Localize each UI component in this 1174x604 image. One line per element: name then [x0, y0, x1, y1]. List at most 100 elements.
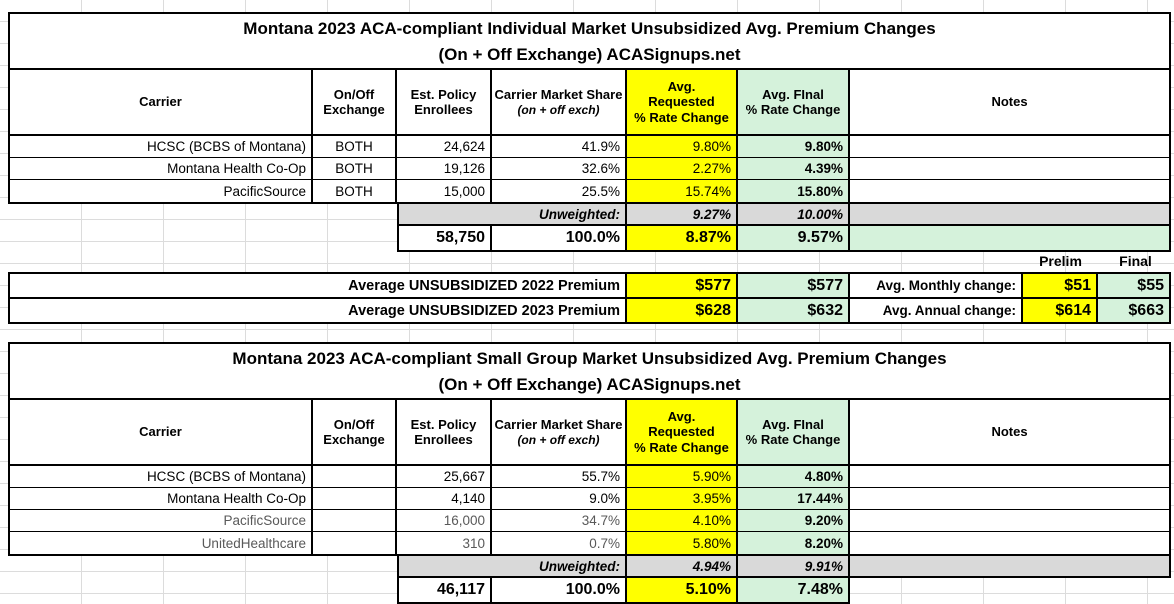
cell-requested: 2.27% [627, 158, 738, 179]
cell-enrollees: 15,000 [397, 180, 492, 202]
cell-final: 9.80% [738, 136, 850, 157]
title-line-1: Montana 2023 ACA-compliant Individual Ma… [243, 19, 936, 38]
cell-share: 9.0% [492, 488, 627, 509]
cell-enrollees: 24,624 [397, 136, 492, 157]
header-market-share: Carrier Market Share (on + off exch) [492, 70, 627, 134]
cell-enrollees: 4,140 [397, 488, 492, 509]
header-market-share: Carrier Market Share (on + off exch) [492, 400, 627, 464]
cell-final: 9.20% [738, 510, 850, 531]
premium-2022-label: Average UNSUBSIDIZED 2022 Premium [10, 274, 627, 297]
title-line-2: (On + Off Exchange) ACASignups.net [438, 45, 741, 64]
unweighted-final: 10.00% [738, 204, 850, 224]
cell-share: 32.6% [492, 158, 627, 179]
cell-requested: 9.80% [627, 136, 738, 157]
total-final: 9.57% [738, 226, 850, 250]
small-group-total-row: 46,117 100.0% 5.10% 7.48% [397, 576, 850, 604]
monthly-change-final: $55 [1098, 274, 1169, 297]
cell-final: 17.44% [738, 488, 850, 509]
unweighted-label: Unweighted: [399, 556, 627, 576]
individual-header-row: Carrier On/Off Exchange Est. Policy Enro… [10, 70, 1169, 136]
table-row: Montana Health Co-Op BOTH 19,126 32.6% 2… [10, 158, 1169, 180]
individual-unweighted-row: Unweighted: 9.27% 10.00% [397, 202, 1171, 226]
cell-requested: 5.80% [627, 532, 738, 554]
total-enrollees: 58,750 [399, 226, 492, 250]
prelim-column-header: Prelim [1039, 253, 1082, 269]
cell-notes [850, 180, 1169, 202]
cell-share: 0.7% [492, 532, 627, 554]
header-carrier: Carrier [10, 400, 313, 464]
cell-notes [850, 136, 1169, 157]
total-enrollees: 46,117 [399, 578, 492, 602]
cell-enrollees: 25,667 [397, 466, 492, 487]
header-avg-final: Avg. FInal% Rate Change [738, 70, 850, 134]
cell-exchange [313, 510, 397, 531]
total-final: 7.48% [738, 578, 848, 602]
title-line-2: (On + Off Exchange) ACASignups.net [438, 375, 741, 394]
annual-change-prelim: $614 [1023, 299, 1098, 322]
table-row: Montana Health Co-Op 4,140 9.0% 3.95% 17… [10, 488, 1169, 510]
cell-enrollees: 19,126 [397, 158, 492, 179]
table-row: PacificSource BOTH 15,000 25.5% 15.74% 1… [10, 180, 1169, 202]
unweighted-label: Unweighted: [399, 204, 627, 224]
total-share: 100.0% [492, 226, 627, 250]
small-group-header-row: Carrier On/Off Exchange Est. Policy Enro… [10, 400, 1169, 466]
cell-share: 41.9% [492, 136, 627, 157]
individual-table-title: Montana 2023 ACA-compliant Individual Ma… [10, 14, 1169, 70]
premium-2022-final: $577 [738, 274, 850, 297]
total-notes [850, 226, 1169, 250]
header-avg-requested: Avg. Requested% Rate Change [627, 400, 738, 464]
annual-change-label: Avg. Annual change: [850, 299, 1023, 322]
table-row: UnitedHealthcare 310 0.7% 5.80% 8.20% [10, 532, 1169, 554]
monthly-change-prelim: $51 [1023, 274, 1098, 297]
cell-notes [850, 488, 1169, 509]
unweighted-final: 9.91% [738, 556, 850, 576]
unweighted-requested: 9.27% [627, 204, 738, 224]
cell-final: 8.20% [738, 532, 850, 554]
total-requested: 8.87% [627, 226, 738, 250]
header-avg-requested: Avg. Requested% Rate Change [627, 70, 738, 134]
cell-exchange: BOTH [313, 158, 397, 179]
header-notes: Notes [850, 70, 1169, 134]
cell-notes [850, 532, 1169, 554]
header-enrollees: Est. Policy Enrollees [397, 70, 492, 134]
monthly-change-label: Avg. Monthly change: [850, 274, 1023, 297]
cell-enrollees: 16,000 [397, 510, 492, 531]
cell-carrier: PacificSource [10, 510, 313, 531]
cell-share: 34.7% [492, 510, 627, 531]
cell-exchange: BOTH [313, 136, 397, 157]
cell-requested: 4.10% [627, 510, 738, 531]
title-line-1: Montana 2023 ACA-compliant Small Group M… [232, 349, 947, 368]
final-column-header: Final [1119, 253, 1152, 269]
annual-change-final: $663 [1098, 299, 1169, 322]
cell-final: 4.39% [738, 158, 850, 179]
cell-carrier: Montana Health Co-Op [10, 488, 313, 509]
cell-exchange [313, 532, 397, 554]
premium-2022-prelim: $577 [627, 274, 738, 297]
header-notes: Notes [850, 400, 1169, 464]
cell-final: 4.80% [738, 466, 850, 487]
cell-requested: 15.74% [627, 180, 738, 202]
cell-requested: 3.95% [627, 488, 738, 509]
table-row: PacificSource 16,000 34.7% 4.10% 9.20% [10, 510, 1169, 532]
cell-share: 25.5% [492, 180, 627, 202]
premium-2023-label: Average UNSUBSIDIZED 2023 Premium [10, 299, 627, 322]
cell-exchange: BOTH [313, 180, 397, 202]
cell-exchange [313, 488, 397, 509]
header-enrollees: Est. Policy Enrollees [397, 400, 492, 464]
individual-total-row: 58,750 100.0% 8.87% 9.57% [397, 224, 1171, 252]
cell-final: 15.80% [738, 180, 850, 202]
small-group-market-table: Montana 2023 ACA-compliant Small Group M… [8, 342, 1171, 556]
total-requested: 5.10% [627, 578, 738, 602]
cell-notes [850, 466, 1169, 487]
cell-notes [850, 158, 1169, 179]
individual-market-table: Montana 2023 ACA-compliant Individual Ma… [8, 12, 1171, 204]
header-carrier: Carrier [10, 70, 313, 134]
table-row: HCSC (BCBS of Montana) BOTH 24,624 41.9%… [10, 136, 1169, 158]
cell-carrier: PacificSource [10, 180, 313, 202]
cell-requested: 5.90% [627, 466, 738, 487]
cell-exchange [313, 466, 397, 487]
premium-2022-row: Average UNSUBSIDIZED 2022 Premium $577 $… [8, 272, 1171, 299]
cell-carrier: HCSC (BCBS of Montana) [10, 136, 313, 157]
header-exchange: On/Off Exchange [313, 70, 397, 134]
header-exchange: On/Off Exchange [313, 400, 397, 464]
